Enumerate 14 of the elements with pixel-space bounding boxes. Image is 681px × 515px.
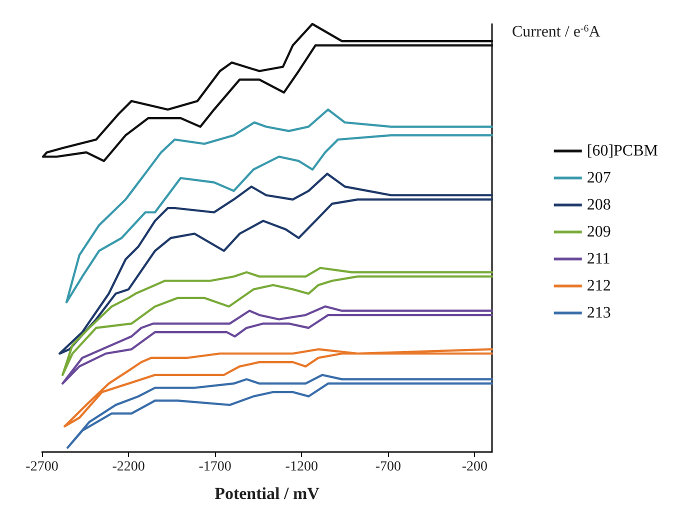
legend-label: 213 bbox=[586, 304, 611, 322]
x-axis-title: Potential / mV bbox=[214, 484, 320, 503]
legend-label: 209 bbox=[586, 224, 611, 240]
legend-label: 211 bbox=[586, 250, 610, 268]
x-tick-label: -2700 bbox=[26, 460, 58, 474]
x-tick-label: -2200 bbox=[112, 460, 145, 474]
legend-label: 212 bbox=[586, 278, 611, 294]
x-tick-label: -200 bbox=[462, 460, 488, 474]
x-tick-label: -1200 bbox=[285, 460, 318, 474]
legend-label: 207 bbox=[586, 170, 611, 186]
x-tick-label: -1700 bbox=[198, 460, 232, 474]
legend-label: [60]PCBM bbox=[586, 142, 658, 160]
x-tick-label: -700 bbox=[375, 460, 401, 474]
legend-label: 208 bbox=[586, 196, 611, 214]
